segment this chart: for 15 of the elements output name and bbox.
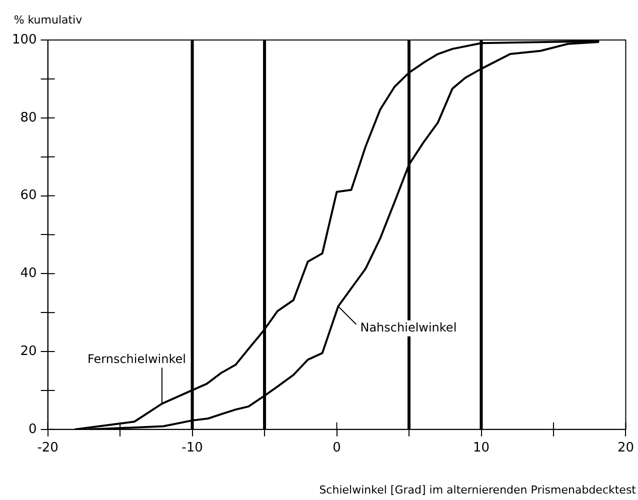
x-tick-label: -20 [37, 440, 58, 456]
y-tick-label: 40 [20, 266, 37, 282]
y-tick-label: 0 [28, 422, 37, 437]
y-tick-label: 100 [12, 32, 37, 48]
x-tick-label: 0 [332, 440, 341, 456]
y-tick-label: 80 [20, 110, 37, 126]
y-tick-label: 60 [20, 188, 37, 204]
x-axis-title: Schielwinkel [Grad] im alternierenden Prismenabdecktest [319, 483, 637, 496]
text: Fernschielwinkel [87, 352, 186, 366]
x-tick-label: 10 [472, 440, 490, 456]
y-axis-title: % kumulativ [14, 13, 83, 26]
text: Nahschielwinkel [360, 320, 457, 334]
x-tick-label: 20 [617, 440, 634, 456]
y-tick-label: 20 [20, 344, 37, 359]
x-tick-label: -10 [182, 440, 203, 456]
